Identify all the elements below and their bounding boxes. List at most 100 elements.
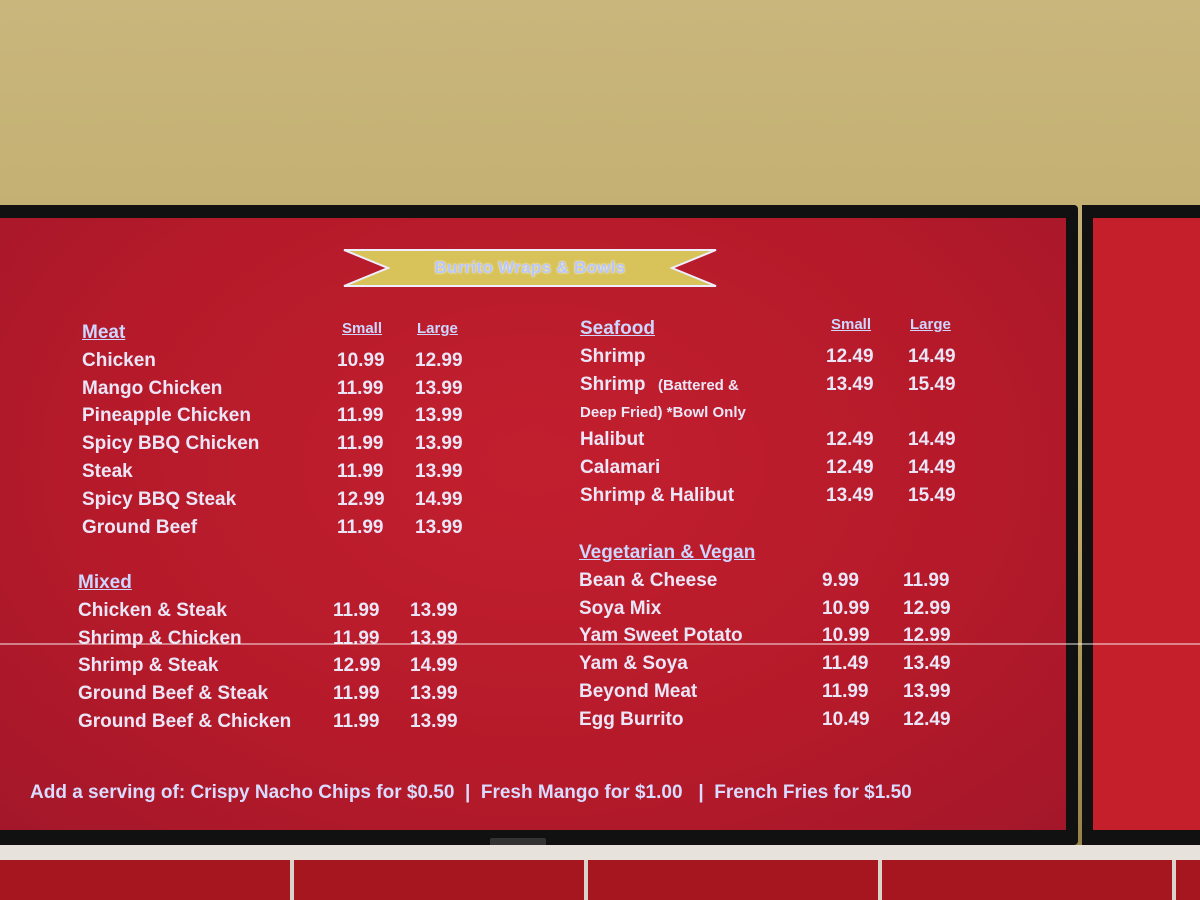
- menu-item: Mango Chicken 11.99 13.99: [82, 378, 482, 406]
- large-price: 12.99: [903, 625, 951, 647]
- section-heading: Seafood: [580, 318, 655, 339]
- item-name: Pineapple Chicken: [82, 405, 251, 427]
- menu-item: Shrimp & Chicken 11.99 13.99: [78, 628, 478, 656]
- large-price: 13.99: [410, 710, 458, 732]
- second-menu-screen: [1093, 218, 1200, 830]
- item-name: Ground Beef & Chicken: [78, 710, 292, 732]
- large-price: 11.99: [903, 569, 950, 591]
- small-price: 11.49: [822, 653, 869, 675]
- small-price: 11.99: [337, 516, 384, 538]
- large-price: 13.99: [410, 627, 458, 649]
- small-price: 10.99: [822, 597, 870, 619]
- menu-item: Soya Mix 10.99 12.99: [579, 598, 979, 626]
- large-price: 13.49: [903, 653, 951, 675]
- menu-item: Chicken 10.99 12.99: [82, 350, 482, 378]
- item-name: Soya Mix: [579, 597, 662, 619]
- large-price: 13.99: [415, 516, 463, 538]
- vegetarian-section: Vegetarian & Vegan Bean & Cheese 9.99 11.99…: [579, 542, 979, 737]
- large-label: Large: [910, 316, 951, 333]
- menu-item: Spicy BBQ Steak 12.99 14.99: [82, 489, 482, 517]
- item-name: Yam Sweet Potato: [579, 625, 743, 647]
- small-price: 10.99: [337, 349, 385, 371]
- menu-item: Yam Sweet Potato 10.99 12.99: [579, 625, 979, 653]
- small-price: 10.99: [822, 625, 870, 647]
- item-name: Spicy BBQ Steak: [82, 488, 237, 510]
- item-name: Spicy BBQ Chicken: [82, 433, 260, 455]
- menu-title: Burrito Wraps & Bowls: [434, 258, 626, 277]
- section-heading: Mixed: [78, 572, 132, 593]
- large-price: 13.99: [415, 433, 463, 455]
- large-price: 13.99: [903, 680, 951, 702]
- seafood-section: Seafood Small Large Shrimp 12.49 14.49 Shrimp (…: [580, 316, 980, 513]
- item-name: Shrimp: [580, 345, 646, 367]
- glass-reflection: [0, 643, 1200, 645]
- menu-item: Deep Fried) *Bowl Only: [580, 401, 980, 429]
- large-price: 13.99: [410, 599, 458, 621]
- small-price: 11.99: [337, 433, 384, 455]
- item-name: Yam & Soya: [579, 653, 688, 675]
- menu-item: Bean & Cheese 9.99 11.99: [579, 570, 979, 598]
- item-name: Egg Burrito: [579, 708, 684, 730]
- meat-section: Meat Small Large Chicken 10.99 12.99 Mango Chi…: [82, 320, 482, 545]
- large-price: 15.49: [908, 484, 956, 506]
- small-price: 12.99: [333, 655, 381, 677]
- menu-item: Ground Beef 11.99 13.99: [82, 517, 482, 545]
- item-note: Deep Fried) *Bowl Only: [580, 404, 746, 422]
- menu-item: Shrimp & Steak 12.99 14.99: [78, 655, 478, 683]
- item-note: (Battered &: [658, 376, 739, 394]
- large-price: 12.99: [415, 349, 463, 371]
- section-heading: Meat: [82, 322, 126, 343]
- item-name: Shrimp & Halibut: [580, 484, 735, 506]
- small-price: 12.49: [826, 456, 874, 478]
- section-heading: Vegetarian & Vegan: [579, 542, 756, 563]
- small-label: Small: [831, 316, 872, 333]
- large-price: 13.99: [415, 405, 463, 427]
- small-price: 10.49: [822, 708, 870, 730]
- large-price: 14.99: [410, 655, 458, 677]
- menu-item: Yam & Soya 11.49 13.49: [579, 653, 979, 681]
- item-name: Calamari: [580, 456, 661, 478]
- small-price: 11.99: [333, 683, 380, 705]
- small-price: 13.49: [826, 484, 874, 506]
- small-price: 9.99: [822, 569, 859, 591]
- small-price: 12.49: [826, 429, 874, 451]
- menu-item: Egg Burrito 10.49 12.49: [579, 709, 979, 737]
- large-price: 14.99: [415, 488, 463, 510]
- title-banner: Burrito Wraps & Bowls: [342, 246, 718, 290]
- item-name: Ground Beef: [82, 516, 198, 538]
- menu-item: Ground Beef & Chicken 11.99 13.99: [78, 711, 478, 739]
- item-name: Beyond Meat: [579, 680, 698, 702]
- item-name: Shrimp: [580, 373, 646, 395]
- item-name: Shrimp & Steak: [78, 655, 219, 677]
- menu-item: Shrimp 12.49 14.49: [580, 346, 980, 374]
- small-price: 11.99: [333, 710, 380, 732]
- menu-item: Calamari 12.49 14.49: [580, 457, 980, 485]
- wall-trim: [0, 845, 1200, 860]
- small-price: 12.49: [826, 345, 874, 367]
- menu-item: Shrimp & Halibut 13.49 15.49: [580, 485, 980, 513]
- large-price: 13.99: [410, 683, 458, 705]
- menu-item: Shrimp (Battered & 13.49 15.49: [580, 374, 980, 402]
- mixed-section: Mixed Chicken & Steak 11.99 13.99 Shrimp & C…: [78, 572, 478, 739]
- red-tiles: [0, 860, 1200, 900]
- small-price: 13.49: [826, 373, 874, 395]
- menu-screen: [0, 218, 1066, 830]
- item-name: Steak: [82, 460, 133, 482]
- add-on-footer: Add a serving of: Crispy Nacho Chips for…: [30, 782, 912, 803]
- tv-brand-logo: [490, 838, 546, 848]
- small-price: 11.99: [333, 627, 380, 649]
- item-name: Chicken & Steak: [78, 599, 227, 621]
- large-price: 14.49: [908, 345, 956, 367]
- large-price: 12.49: [903, 708, 951, 730]
- menu-item: Halibut 12.49 14.49: [580, 429, 980, 457]
- large-price: 14.49: [908, 429, 956, 451]
- ribbon-shape: [343, 249, 717, 287]
- item-name: Halibut: [580, 429, 645, 451]
- small-price: 11.99: [337, 377, 384, 399]
- small-price: 11.99: [822, 680, 869, 702]
- item-name: Chicken: [82, 349, 156, 371]
- menu-item: Ground Beef & Steak 11.99 13.99: [78, 683, 478, 711]
- small-price: 11.99: [337, 460, 384, 482]
- large-price: 15.49: [908, 373, 956, 395]
- item-name: Shrimp & Chicken: [78, 627, 242, 649]
